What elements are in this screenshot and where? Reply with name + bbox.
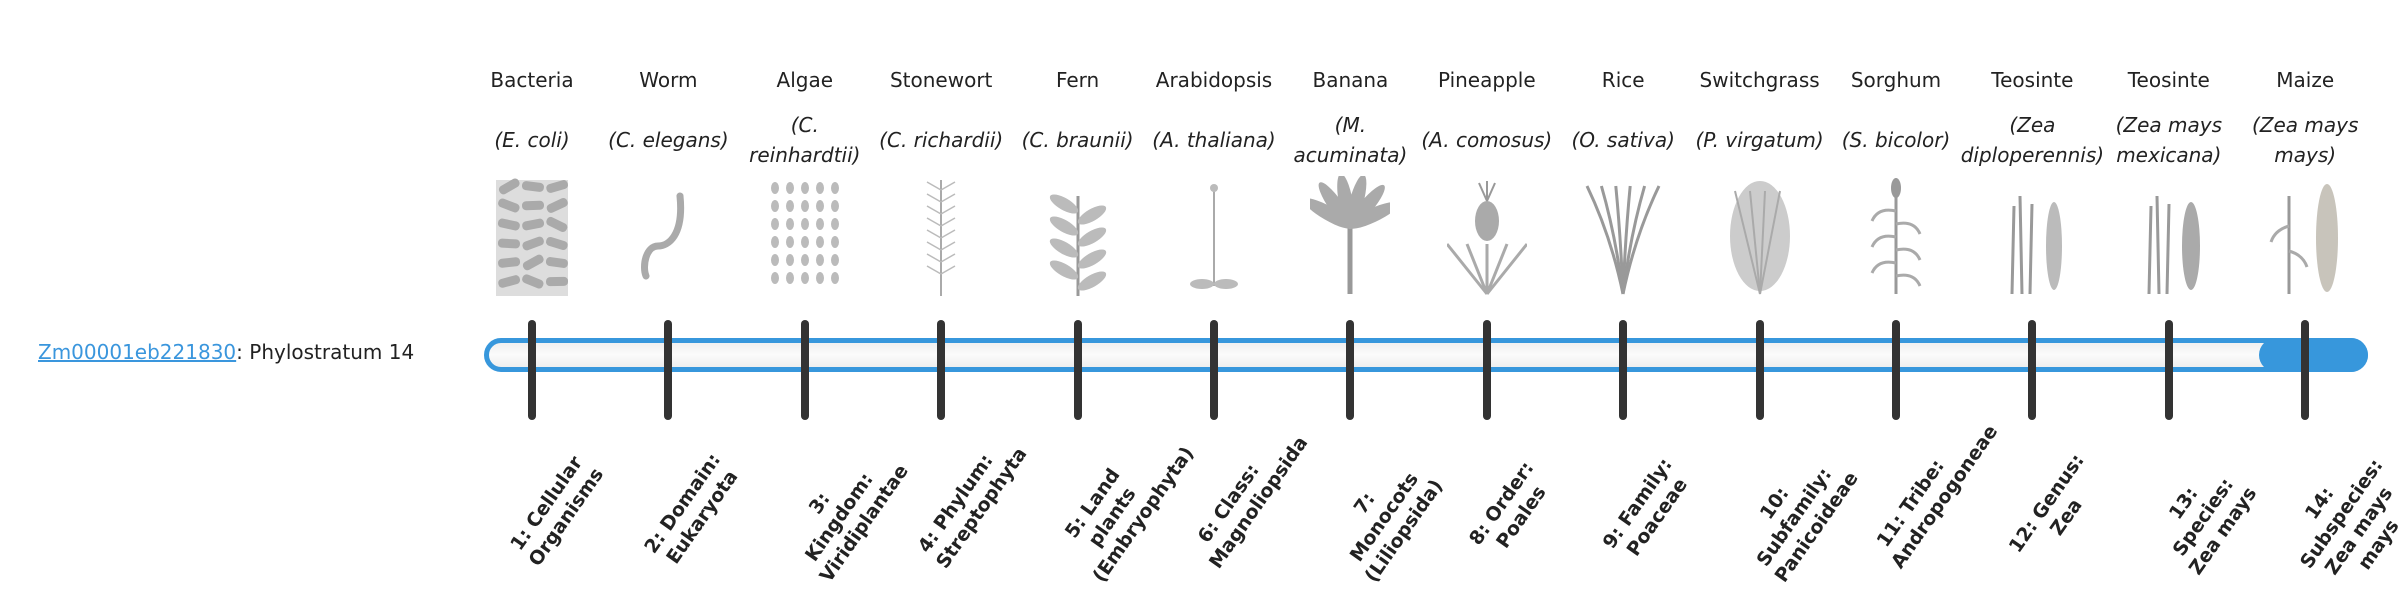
worm-icon (641, 192, 685, 280)
stratum-label: 5: Land plants (Embryophyta) (1060, 442, 1198, 587)
banana-icon (1310, 176, 1391, 294)
stonewort-icon (926, 180, 956, 296)
organism-scientific-name: (A. comosus) (1421, 128, 1553, 152)
rice-icon (1585, 185, 1661, 295)
stratum-label: 2: Domain: Eukaryota (640, 449, 743, 568)
stratum-label: 3: Kingdom: Viridiplantae (800, 460, 913, 587)
stratum-tick (528, 320, 536, 420)
stratum-label: 1: Cellular Organisms (506, 452, 609, 571)
organism-scientific-name: (Zea mays mays) (2251, 113, 2359, 167)
arabidopsis-icon (1190, 184, 1238, 289)
phylostratum-text: : Phylostratum 14 (236, 340, 415, 364)
organism-scientific-name: (S. bicolor) (1841, 128, 1951, 152)
stratum-tick (1755, 320, 1764, 420)
organism-common-name: Banana (1312, 68, 1389, 92)
phylostratum-fill (2259, 338, 2368, 372)
organism-scientific-name: (C. reinhardtii) (749, 113, 861, 167)
teosinte-icon (2010, 195, 2063, 295)
bacteria-icon (496, 178, 569, 296)
organism-scientific-name: (E. coli) (494, 128, 570, 152)
organism-common-name: Sorghum (1850, 68, 1942, 92)
stratum-label: 12: Genus: Zea (2005, 449, 2090, 557)
gene-link[interactable]: Zm00001eb221830 (38, 340, 237, 364)
organism-common-name: Bacteria (490, 68, 574, 92)
gene-label: Zm00001eb221830: Phylostratum 14 (38, 340, 414, 364)
algae-icon (770, 182, 839, 284)
pineapple-icon (1446, 181, 1527, 295)
organism-common-name: Algae (776, 68, 834, 92)
organism-common-name: Switchgrass (1699, 68, 1820, 92)
stratum-tick (937, 320, 946, 420)
stratum-tick (2028, 320, 2037, 420)
organism-common-name: Pineapple (1437, 68, 1536, 92)
stratum-label: 11: Tribe: Andropogoneae (1872, 421, 2003, 573)
organism-scientific-name: (Zea mays mexicana) (2115, 113, 2222, 167)
organism-common-name: Teosinte (1991, 68, 2074, 92)
stratum-tick (1073, 320, 1082, 420)
stratum-label: 6: Class: Magnoliopsida (1193, 432, 1313, 573)
stratum-tick (1619, 320, 1628, 420)
stratum-tick (2301, 320, 2310, 420)
organism-common-name: Maize (2276, 68, 2335, 92)
teosinte-mexicana-icon (2147, 195, 2200, 295)
stratum-label: 9: Family: Poaceae (1598, 454, 1693, 561)
stratum-tick (1346, 320, 1355, 420)
organism-common-name: Worm (639, 68, 698, 92)
sorghum-icon (1870, 178, 1922, 294)
organism-scientific-name: (O. sativa) (1571, 128, 1675, 152)
stratum-tick (1210, 320, 1218, 420)
stratum-label: 14: Subspecies: Zea mays mays (2296, 455, 2400, 579)
organism-common-name: Teosinte (2127, 68, 2210, 92)
stratum-tick (2164, 320, 2173, 420)
stratum-tick (664, 320, 673, 420)
organism-scientific-name: (C. richardii) (879, 128, 1004, 152)
fern-icon (1049, 194, 1106, 296)
stratum-label: 13: Species: Zea mays (2164, 474, 2261, 579)
stratum-label: 4: Phylum: Streptophyta (913, 443, 1032, 573)
organism-common-name: Arabidopsis (1155, 68, 1273, 92)
organism-scientific-name: (Zea diploperennis) (1960, 113, 2105, 167)
stratum-label: 8: Order: Poales (1464, 457, 1551, 553)
stratum-label: 10: Subfamily: Panicoideae (1752, 463, 1863, 587)
organism-scientific-name: (P. virgatum) (1695, 128, 1824, 152)
switchgrass-icon (1729, 181, 1790, 295)
organism-common-name: Stonewort (889, 68, 993, 92)
organism-scientific-name: (A. thaliana) (1152, 128, 1276, 152)
organism-scientific-name: (C. elegans) (608, 128, 729, 152)
organism-common-name: Fern (1055, 68, 1100, 92)
organism-scientific-name: (M. acuminata) (1293, 113, 1408, 167)
stratum-tick (800, 320, 809, 420)
stratum-tick (1482, 320, 1491, 420)
organism-scientific-name: (C. braunii) (1021, 128, 1134, 152)
stratum-label: 7: Monocots (Liliopsida) (1346, 468, 1448, 587)
stratum-tick (1892, 320, 1900, 420)
maize-icon (2269, 184, 2339, 294)
phylostratum-track (484, 338, 2368, 372)
organism-common-name: Rice (1601, 68, 1645, 92)
